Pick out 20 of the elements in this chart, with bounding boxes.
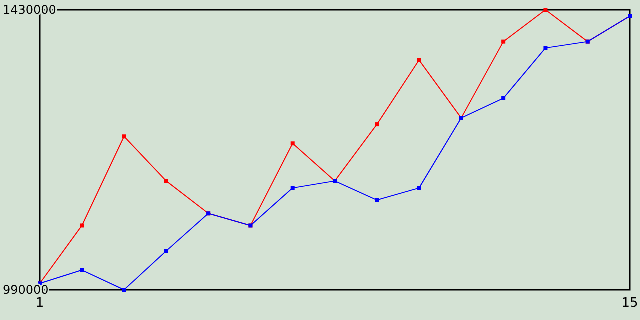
point <box>122 134 126 139</box>
point <box>164 179 168 184</box>
point <box>375 122 380 127</box>
point <box>544 46 548 50</box>
point <box>502 40 506 44</box>
y-tick-label: 1430000 <box>3 3 56 18</box>
x-tick-label: 1 <box>36 296 44 311</box>
point <box>375 198 380 202</box>
point <box>417 186 422 190</box>
point <box>544 8 548 12</box>
point <box>290 142 295 146</box>
x-tick-label: 15 <box>622 296 638 311</box>
point <box>290 186 295 190</box>
y-tick-label: 990000 <box>3 283 49 298</box>
point <box>502 96 506 100</box>
point <box>164 249 168 254</box>
point <box>80 224 84 228</box>
point <box>80 268 84 272</box>
point <box>417 58 422 62</box>
point <box>122 288 126 292</box>
